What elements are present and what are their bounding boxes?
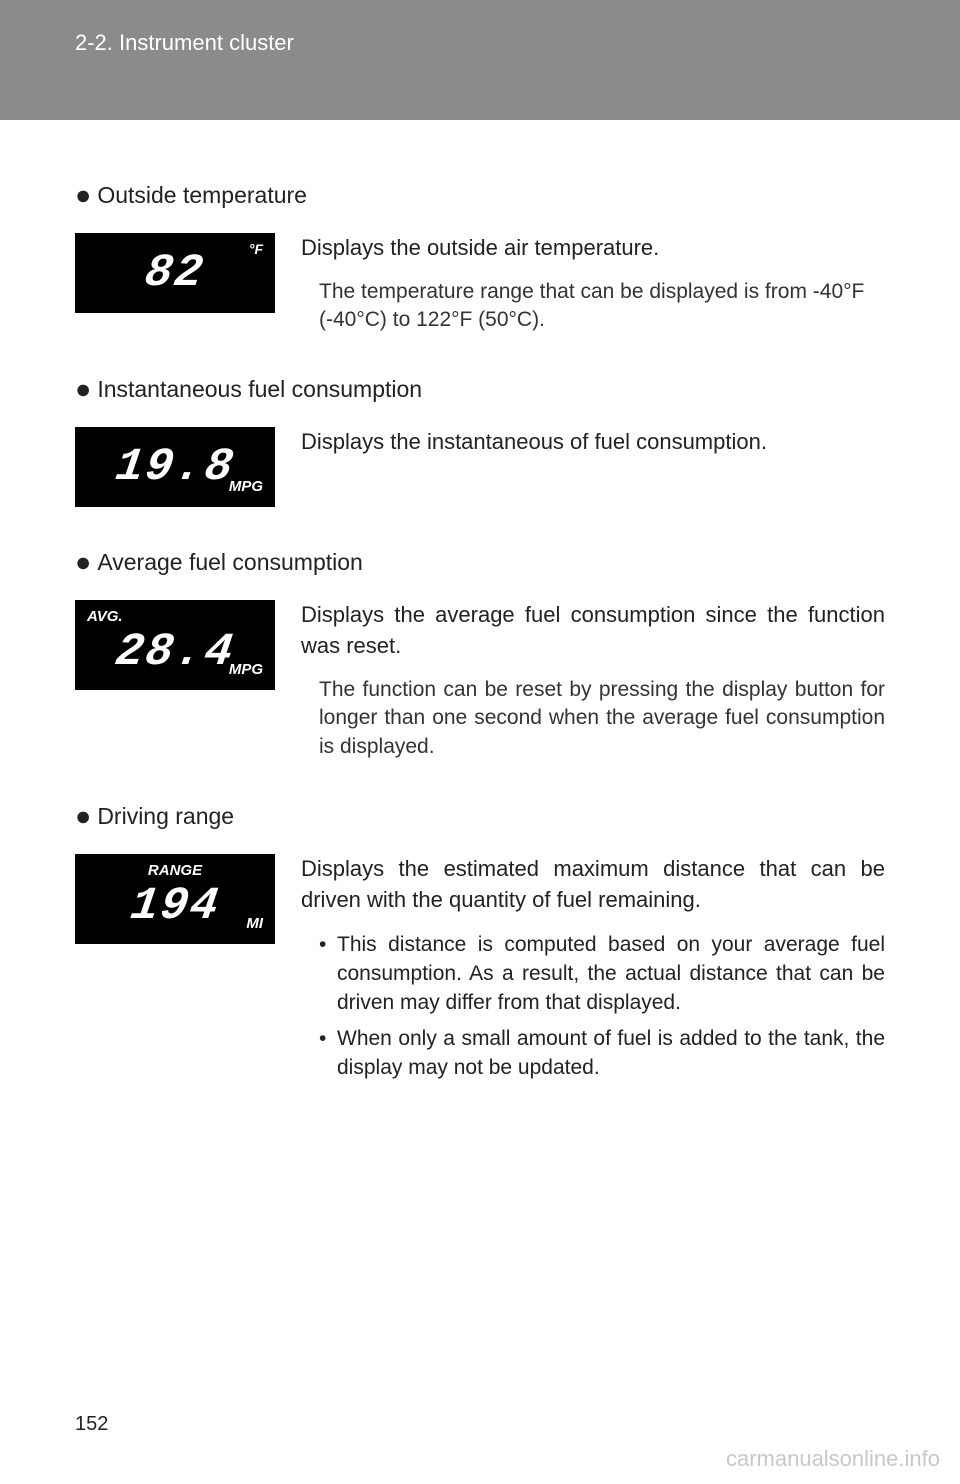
section-label: 2-2. Instrument cluster [75, 30, 294, 55]
main-text: Displays the average fuel consumption si… [301, 600, 885, 662]
section-body: °F 82 Displays the outside air temperatu… [75, 233, 885, 334]
display-value: 19.8 [112, 441, 238, 493]
unit-label: MI [246, 915, 263, 932]
heading-text: Outside temperature [97, 182, 307, 209]
text-column: Displays the instantaneous of fuel consu… [301, 427, 885, 472]
display-value: 82 [142, 247, 209, 299]
heading-text: Driving range [97, 803, 234, 830]
section-heading: ● Outside temperature [75, 180, 885, 211]
section-heading: ● Average fuel consumption [75, 547, 885, 578]
bullet-icon: ● [75, 374, 91, 405]
section-heading: ● Driving range [75, 801, 885, 832]
sub-text: The temperature range that can be displa… [301, 278, 885, 335]
header-band: 2-2. Instrument cluster [0, 0, 960, 120]
text-column: Displays the outside air temperature. Th… [301, 233, 885, 334]
sub-text: The function can be reset by pressing th… [301, 676, 885, 761]
section-heading: ● Instantaneous fuel consumption [75, 374, 885, 405]
display-label: AVG. [87, 608, 123, 625]
section-body: RANGE 194 MI Displays the estimated maxi… [75, 854, 885, 1089]
section-body: AVG. 28.4 MPG Displays the average fuel … [75, 600, 885, 761]
watermark: carmanualsonline.info [726, 1446, 940, 1472]
display-screen-temperature: °F 82 [75, 233, 275, 313]
display-screen-range: RANGE 194 MI [75, 854, 275, 944]
bullet-item: When only a small amount of fuel is adde… [319, 1024, 885, 1083]
heading-text: Instantaneous fuel consumption [97, 376, 422, 403]
bullet-icon: ● [75, 801, 91, 832]
section-average-fuel: ● Average fuel consumption AVG. 28.4 MPG… [75, 547, 885, 761]
unit-label: MPG [229, 661, 263, 678]
text-column: Displays the average fuel consumption si… [301, 600, 885, 761]
section-driving-range: ● Driving range RANGE 194 MI Displays th… [75, 801, 885, 1089]
bullet-icon: ● [75, 180, 91, 211]
display-value: 28.4 [112, 626, 238, 678]
page-number: 152 [75, 1413, 108, 1436]
bullet-icon: ● [75, 547, 91, 578]
unit-label: °F [249, 241, 263, 257]
unit-label: MPG [229, 478, 263, 495]
section-instantaneous-fuel: ● Instantaneous fuel consumption 19.8 MP… [75, 374, 885, 507]
main-text: Displays the outside air temperature. [301, 233, 885, 264]
content-area: ● Outside temperature °F 82 Displays the… [0, 120, 960, 1089]
display-screen-instant-fuel: 19.8 MPG [75, 427, 275, 507]
display-screen-avg-fuel: AVG. 28.4 MPG [75, 600, 275, 690]
display-value: 194 [127, 880, 223, 932]
heading-text: Average fuel consumption [97, 549, 363, 576]
main-text: Displays the estimated maximum distance … [301, 854, 885, 916]
text-column: Displays the estimated maximum distance … [301, 854, 885, 1089]
main-text: Displays the instantaneous of fuel consu… [301, 427, 885, 458]
section-body: 19.8 MPG Displays the instantaneous of f… [75, 427, 885, 507]
section-outside-temperature: ● Outside temperature °F 82 Displays the… [75, 180, 885, 334]
bullet-list: This distance is computed based on your … [301, 930, 885, 1083]
bullet-item: This distance is computed based on your … [319, 930, 885, 1018]
display-label: RANGE [148, 862, 202, 879]
